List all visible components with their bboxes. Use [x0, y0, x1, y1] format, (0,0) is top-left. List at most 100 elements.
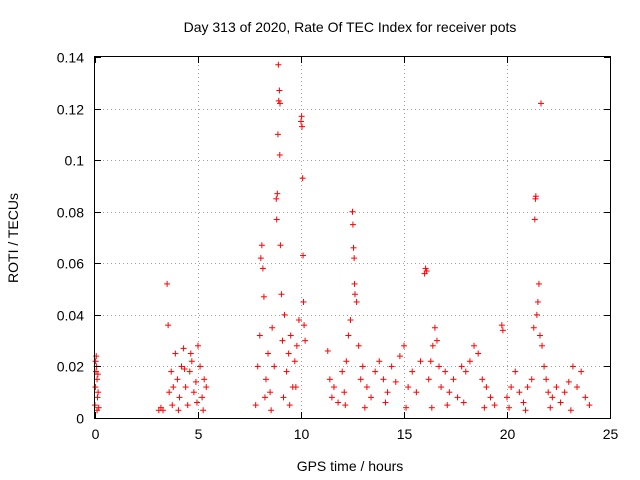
- data-point: [174, 376, 181, 383]
- data-point: [335, 399, 342, 406]
- data-point: [543, 376, 550, 383]
- data-point: [351, 255, 358, 262]
- data-point: [193, 399, 200, 406]
- data-point: [295, 317, 302, 324]
- data-point: [388, 363, 395, 370]
- data-point: [533, 311, 540, 318]
- data-point: [347, 317, 354, 324]
- data-point: [260, 293, 267, 300]
- data-point: [159, 407, 166, 414]
- data-point: [372, 368, 379, 375]
- data-point: [271, 363, 278, 370]
- data-point: [330, 384, 337, 391]
- data-point: [491, 402, 498, 409]
- data-point: [94, 376, 101, 383]
- data-point: [466, 358, 473, 365]
- data-point: [535, 280, 542, 287]
- data-point: [302, 337, 309, 344]
- data-point: [479, 376, 486, 383]
- data-point: [95, 389, 102, 396]
- data-point: [273, 195, 280, 202]
- data-point: [257, 255, 264, 262]
- data-point: [384, 389, 391, 396]
- data-point: [172, 350, 179, 357]
- data-point: [349, 208, 356, 215]
- data-point: [353, 298, 360, 305]
- data-point: [278, 291, 285, 298]
- data-point: [541, 363, 548, 370]
- data-point: [299, 123, 306, 130]
- data-point: [287, 332, 294, 339]
- data-point: [574, 384, 581, 391]
- data-point: [166, 389, 173, 396]
- data-point: [444, 402, 451, 409]
- data-point: [175, 407, 182, 414]
- data-point: [343, 358, 350, 365]
- chart-title: Day 313 of 2020, Rate Of TEC Index for r…: [184, 19, 517, 35]
- data-point: [359, 363, 366, 370]
- data-point: [433, 337, 440, 344]
- data-point: [458, 363, 465, 370]
- y-axis-label: ROTI / TECUs: [5, 193, 21, 283]
- data-point: [277, 242, 284, 249]
- data-point: [499, 327, 506, 334]
- data-point: [326, 376, 333, 383]
- data-point: [268, 407, 275, 414]
- data-point: [350, 244, 357, 251]
- data-point: [165, 322, 172, 329]
- x-tick-label: 5: [195, 426, 203, 442]
- ticks-layer: 0 5 10 15 20 25 0 0.02 0.04 0.06 0.08 0.1 0.12 0.14: [57, 50, 619, 443]
- data-point: [516, 389, 523, 396]
- data-point: [92, 384, 99, 391]
- data-point: [450, 376, 457, 383]
- data-point: [261, 394, 268, 401]
- data-point: [401, 342, 407, 349]
- data-point: [442, 368, 449, 375]
- data-point: [276, 87, 283, 94]
- data-point: [578, 368, 585, 375]
- data-point: [506, 404, 513, 411]
- data-point: [184, 402, 191, 409]
- data-point: [504, 394, 510, 401]
- y-tick-label: 0.02: [57, 359, 84, 375]
- data-point: [197, 363, 204, 370]
- data-point: [417, 358, 424, 365]
- data-point: [283, 368, 290, 375]
- data-point: [252, 402, 259, 409]
- data-point: [436, 363, 443, 370]
- data-point: [481, 404, 488, 411]
- data-point: [328, 394, 335, 401]
- y-tick-label: 0.1: [65, 153, 85, 169]
- data-point: [262, 376, 269, 383]
- data-point: [413, 389, 420, 396]
- data-point: [462, 368, 469, 375]
- y-tick-label: 0: [76, 411, 84, 427]
- data-point: [190, 389, 197, 396]
- data-point: [534, 298, 541, 305]
- data-point: [187, 350, 194, 357]
- data-point: [285, 350, 292, 357]
- data-point: [537, 100, 544, 107]
- y-tick-label: 0.14: [57, 50, 84, 66]
- data-point: [293, 342, 300, 349]
- x-tick-label: 15: [397, 426, 413, 442]
- y-tick-label: 0.12: [57, 102, 84, 118]
- data-point: [292, 384, 299, 391]
- data-point: [298, 113, 305, 120]
- data-point: [409, 368, 416, 375]
- data-point: [355, 342, 362, 349]
- data-point: [422, 265, 429, 272]
- data-point: [351, 291, 358, 298]
- x-tick-label: 20: [500, 426, 516, 442]
- data-point: [532, 193, 539, 200]
- data-point: [269, 324, 276, 331]
- data-point: [94, 371, 101, 378]
- data-point: [256, 332, 263, 339]
- data-point: [357, 376, 364, 383]
- data-point: [180, 345, 187, 352]
- data-point: [298, 118, 304, 125]
- data-point: [567, 407, 574, 414]
- data-point: [351, 280, 358, 287]
- data-point: [341, 389, 348, 396]
